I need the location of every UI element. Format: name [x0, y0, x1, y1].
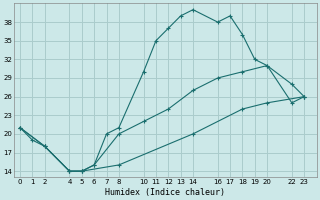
X-axis label: Humidex (Indice chaleur): Humidex (Indice chaleur) [105, 188, 225, 197]
